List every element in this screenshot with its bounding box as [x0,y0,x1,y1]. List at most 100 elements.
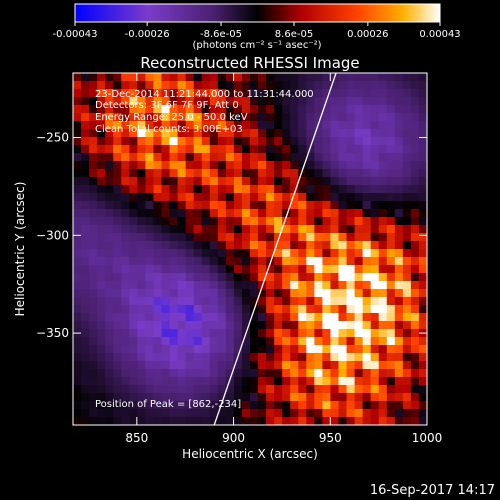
heatmap-cell [306,193,315,202]
heatmap-cell [402,369,412,378]
heatmap-cell [354,409,364,418]
heatmap-cell [274,177,283,186]
heatmap-cell [177,353,187,362]
heatmap-cell [153,361,163,370]
heatmap-cell [161,273,171,282]
heatmap-cell [81,393,90,402]
heatmap-cell [338,337,348,346]
heatmap-cell [378,89,388,98]
heatmap-cell [89,97,98,106]
heatmap-cell [97,209,106,218]
heatmap-cell [322,321,332,330]
heatmap-cell [410,401,420,410]
heatmap-cell [306,153,315,162]
heatmap-cell [177,121,187,130]
heatmap-cell [233,145,243,154]
heatmap-cell [290,289,299,298]
heatmap-cell [282,369,291,378]
heatmap-cell [298,137,307,146]
heatmap-cell [193,233,203,242]
heatmap-cell [394,209,404,218]
heatmap-cell [378,257,388,266]
heatmap-cell [105,289,114,298]
heatmap-cell [282,217,291,226]
heatmap-cell [354,177,364,186]
heatmap-cell [306,417,315,425]
heatmap-cell [346,369,356,378]
heatmap-cell [346,361,356,370]
heatmap-cell [225,409,235,418]
heatmap-cell [233,281,243,290]
heatmap-cell [225,153,235,162]
heatmap-cell [169,393,179,402]
heatmap-cell [145,169,155,178]
heatmap-cell [169,105,179,114]
heatmap-cell [81,153,90,162]
heatmap-cell [217,249,227,258]
heatmap-cell [410,281,420,290]
heatmap-cell [378,233,388,242]
heatmap-cell [386,177,396,186]
heatmap-cell [290,81,299,90]
heatmap-cell [418,345,427,354]
heatmap-cell [298,297,307,306]
heatmap-cell [298,169,307,178]
heatmap-cell [225,385,235,394]
heatmap-cell [274,217,283,226]
heatmap-cell [153,265,163,274]
heatmap-cell [145,281,155,290]
heatmap-cell [137,209,147,218]
heatmap-cell [89,225,98,234]
heatmap-cell [145,97,155,106]
heatmap-cell [346,185,356,194]
heatmap-cell [241,97,251,106]
heatmap-cell [418,369,427,378]
heatmap-cell [386,161,396,170]
heatmap-cell [314,297,324,306]
heatmap-cell [89,73,98,82]
heatmap-cell [410,417,420,425]
heatmap-cell [338,161,348,170]
heatmap-cell [217,105,227,114]
heatmap-cell [193,393,203,402]
heatmap-cell [73,97,82,106]
heatmap-cell [338,385,348,394]
heatmap-cell [241,113,251,122]
heatmap-cell [137,193,147,202]
heatmap-cell [338,289,348,298]
heatmap-cell [250,177,259,186]
heatmap-cell [81,369,90,378]
heatmap-cell [89,345,98,354]
heatmap-cell [105,177,114,186]
heatmap-cell [258,249,267,258]
heatmap-cell [282,97,291,106]
heatmap-cell [97,305,106,314]
heatmap-cell [241,385,251,394]
heatmap-cell [258,225,267,234]
heatmap-cell [177,241,187,250]
heatmap-cell [250,401,259,410]
heatmap-cell [161,401,171,410]
heatmap-cell [193,193,203,202]
heatmap-cell [370,177,380,186]
heatmap-cell [402,281,412,290]
heatmap-cell [274,145,283,154]
heatmap-cell [338,249,348,258]
heatmap-cell [386,337,396,346]
heatmap-cell [177,369,187,378]
heatmap-cell [233,185,243,194]
heatmap-cell [81,129,90,138]
heatmap-cell [73,105,82,114]
heatmap-cell [169,265,179,274]
heatmap-cell [137,233,147,242]
heatmap-cell [346,305,356,314]
heatmap-cell [306,313,315,322]
heatmap-cell [97,377,106,386]
heatmap-cell [145,377,155,386]
heatmap-cell [121,233,130,242]
colorbar-ticks: -0.00043 -0.00026 -8.6e-05 8.6e-05 0.00026 0.… [53,22,461,40]
heatmap-cell [298,265,307,274]
heatmap-cell [274,345,283,354]
heatmap-cell [89,417,98,425]
heatmap-cell [418,385,427,394]
